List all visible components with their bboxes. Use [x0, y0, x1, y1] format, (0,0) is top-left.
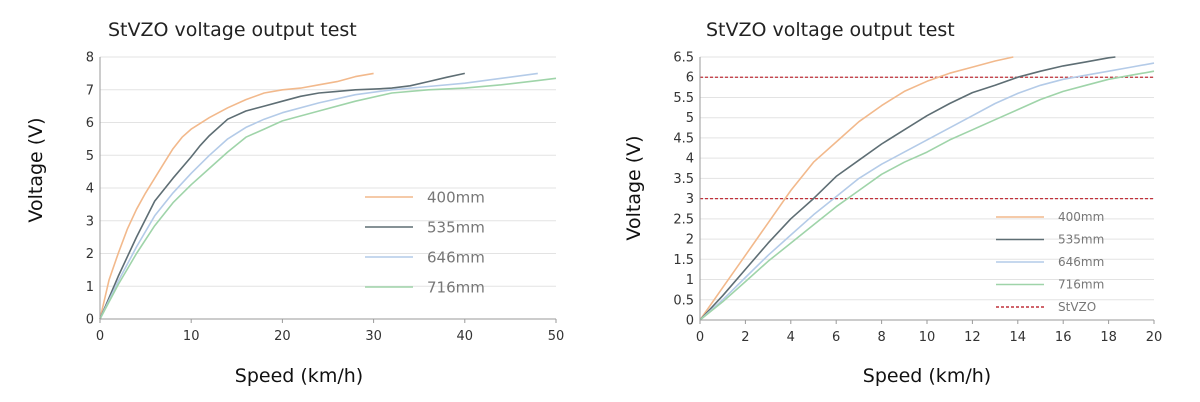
- y-tick-label: 6: [86, 116, 94, 131]
- y-tick-label: 6: [686, 71, 694, 86]
- chart-right-axes: 0 0.5 1 1.5 2 2.5 3 3.5 4 4.5 5 5.5 6 6.5 0 2 4 6 8 10 12 14 1…: [673, 51, 1162, 346]
- chart-right-ylabel: Voltage (V): [623, 135, 645, 240]
- chart-left-gridlines: [100, 56, 556, 287]
- y-tick-label: 2: [686, 233, 694, 248]
- series-line-535mm: [699, 56, 1116, 321]
- chart-right: StVZO voltage output test Speed (km/h) V…: [600, 0, 1200, 402]
- x-tick-label: 2: [741, 330, 749, 345]
- chart-right-legend: 400mm 535mm 646mm 716mm StVZO: [996, 210, 1104, 314]
- x-tick-label: 14: [1010, 330, 1027, 345]
- x-tick-label: 16: [1055, 330, 1072, 345]
- chart-right-svg: StVZO voltage output test Speed (km/h) V…: [623, 19, 1162, 387]
- chart-left-legend: 400mm 535mm 646mm 716mm: [365, 188, 485, 296]
- chart-left: StVZO voltage output test Speed (km/h) V…: [25, 19, 565, 387]
- y-tick-label: 5: [86, 149, 94, 164]
- x-tick-label: 50: [548, 329, 565, 344]
- y-tick-label: 3: [686, 192, 694, 207]
- x-tick-label: 20: [274, 329, 291, 344]
- chart-left-xlabel: Speed (km/h): [235, 365, 363, 387]
- series-line-716mm: [699, 70, 1155, 321]
- y-tick-label: 4: [686, 152, 694, 167]
- legend-label: 646mm: [427, 248, 485, 266]
- chart-left-axes: 0 1 2 3 4 5 6 7 8 0 10 20 30 40 50: [86, 51, 565, 345]
- legend-label: 535mm: [1058, 233, 1104, 247]
- series-line-646mm: [99, 72, 538, 320]
- y-tick-label: 0: [86, 313, 94, 328]
- y-tick-label: 2: [86, 247, 94, 262]
- x-tick-label: 40: [457, 329, 474, 344]
- y-tick-label: 5.5: [673, 91, 694, 106]
- chart-right-series: [699, 56, 1155, 321]
- y-tick-label: 3: [86, 214, 94, 229]
- x-tick-label: 6: [832, 330, 840, 345]
- chart-left-svg: StVZO voltage output test Speed (km/h) V…: [25, 19, 565, 387]
- chart-right-title: StVZO voltage output test: [706, 19, 955, 41]
- y-tick-label: 0: [686, 314, 694, 329]
- series-line-716mm: [99, 77, 557, 320]
- series-line-535mm: [99, 72, 465, 320]
- x-tick-label: 4: [787, 330, 795, 345]
- y-tick-label: 7: [86, 83, 94, 98]
- x-tick-label: 0: [696, 330, 704, 345]
- legend-label: 400mm: [1058, 210, 1104, 224]
- x-tick-label: 18: [1100, 330, 1117, 345]
- y-tick-label: 2.5: [673, 212, 694, 227]
- y-tick-label: 1: [86, 280, 94, 295]
- chart-left-series: [99, 72, 557, 320]
- x-tick-label: 30: [365, 329, 382, 344]
- legend-label: StVZO: [1058, 300, 1096, 314]
- y-tick-label: 1.5: [673, 253, 694, 268]
- x-tick-label: 12: [964, 330, 981, 345]
- y-tick-label: 6.5: [673, 51, 694, 66]
- y-tick-label: 3.5: [673, 172, 694, 187]
- x-tick-label: 8: [877, 330, 885, 345]
- chart-left-title: StVZO voltage output test: [108, 19, 357, 41]
- x-tick-label: 0: [96, 329, 104, 344]
- y-tick-label: 4: [86, 182, 94, 197]
- legend-label: 646mm: [1058, 255, 1104, 269]
- series-line-400mm: [99, 72, 374, 320]
- y-tick-label: 4.5: [673, 131, 694, 146]
- y-tick-label: 5: [686, 111, 694, 126]
- legend-label: 400mm: [427, 188, 485, 206]
- chart-right-reference-lines: [700, 76, 1154, 200]
- y-tick-label: 1: [686, 273, 694, 288]
- y-tick-label: 8: [86, 51, 94, 66]
- x-tick-label: 10: [183, 329, 200, 344]
- series-line-400mm: [699, 56, 1014, 321]
- legend-label: 716mm: [1058, 278, 1104, 292]
- legend-label: 535mm: [427, 218, 485, 236]
- chart-left-ylabel: Voltage (V): [25, 117, 47, 222]
- series-line-646mm: [699, 62, 1155, 321]
- chart-right-xlabel: Speed (km/h): [863, 365, 991, 387]
- y-tick-label: 0.5: [673, 293, 694, 308]
- x-tick-label: 20: [1146, 330, 1163, 345]
- x-tick-label: 10: [919, 330, 936, 345]
- legend-label: 716mm: [427, 278, 485, 296]
